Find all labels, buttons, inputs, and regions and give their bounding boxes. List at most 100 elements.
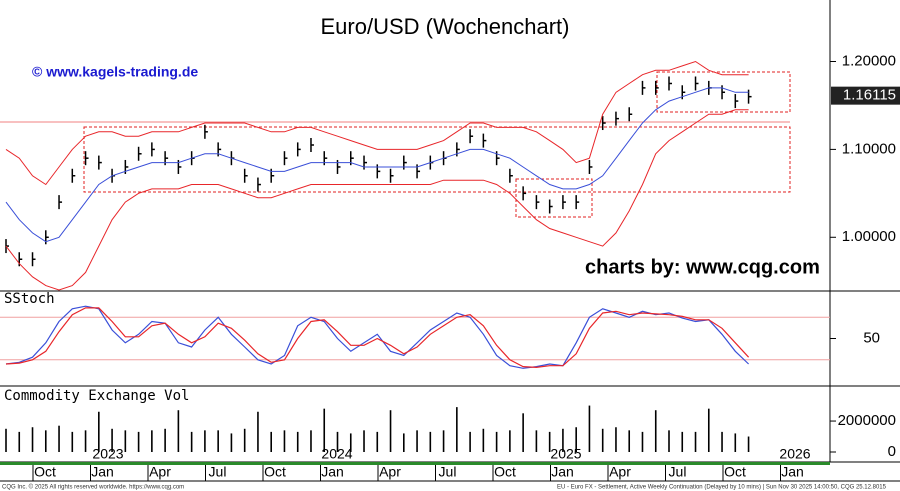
volume-bar xyxy=(456,407,458,452)
volume-bar xyxy=(389,410,392,452)
x-tick-label: Jul xyxy=(439,464,457,480)
volume-bar xyxy=(429,431,432,452)
volume-bar xyxy=(628,430,631,452)
volume-bar xyxy=(615,427,617,452)
volume-bar xyxy=(111,428,113,452)
footer-right: EU - Euro FX - Settlement, Active Weekly… xyxy=(557,485,887,491)
panel-title: SStoch xyxy=(4,291,55,307)
y-tick-label: 0 xyxy=(888,443,896,460)
volume-bar xyxy=(747,436,750,452)
x-tick-label: Apr xyxy=(609,464,631,480)
volume-bar xyxy=(44,430,47,452)
volume-bar xyxy=(522,413,524,452)
volume-bar xyxy=(707,408,710,452)
volume-bar xyxy=(376,431,379,452)
volume-bar xyxy=(349,433,352,452)
volume-bar xyxy=(84,430,87,452)
x-tick-label: Oct xyxy=(724,464,746,480)
volume-bar xyxy=(654,410,657,452)
volume-bar xyxy=(548,431,551,452)
volume-bar xyxy=(230,433,233,452)
session-strip xyxy=(0,462,830,465)
year-label: 2023 xyxy=(92,446,123,462)
volume-bar xyxy=(270,431,272,452)
volume-bar xyxy=(58,425,60,452)
y-tick-label: 1.00000 xyxy=(842,228,896,245)
stoch-line xyxy=(5,307,750,369)
volume-bar xyxy=(190,431,193,452)
band-line xyxy=(5,60,749,186)
panel-title: Commodity Exchange Vol xyxy=(4,388,189,404)
volume-bar xyxy=(509,430,511,452)
x-tick-label: Jan xyxy=(781,464,804,480)
volume-bar xyxy=(562,428,564,452)
x-tick-label: Apr xyxy=(149,464,171,480)
volume-bar xyxy=(98,411,100,452)
chart-title: Euro/USD (Wochenchart) xyxy=(320,14,569,39)
year-label: 2026 xyxy=(779,446,810,462)
volume-bar xyxy=(151,430,153,452)
x-tick-label: Oct xyxy=(494,464,516,480)
y-tick-label: 1.10000 xyxy=(842,140,896,157)
volume-bar xyxy=(217,430,219,452)
volume-bar xyxy=(442,430,445,452)
last-price-box xyxy=(831,86,900,105)
band-line xyxy=(5,87,749,243)
y-tick-label: 50 xyxy=(863,329,880,346)
x-tick-label: Oct xyxy=(34,464,56,480)
volume-bar xyxy=(31,427,34,452)
range-box xyxy=(515,178,593,218)
range-box xyxy=(83,126,791,193)
volume-bar xyxy=(164,428,166,452)
volume-bar xyxy=(137,431,140,452)
y-tick-label: 1.20000 xyxy=(842,52,896,69)
volume-bar xyxy=(535,430,538,452)
volume-bar xyxy=(296,431,299,452)
last-price-label: 1.16115 xyxy=(843,87,896,104)
x-tick-label: Jan xyxy=(91,464,114,480)
volume-bar xyxy=(310,430,312,452)
stoch-line xyxy=(5,305,750,369)
volume-bar xyxy=(495,431,498,452)
x-tick-label: Jul xyxy=(669,464,687,480)
x-tick-label: Oct xyxy=(264,464,286,480)
volume-bar xyxy=(694,431,697,452)
volume-bar xyxy=(482,428,485,452)
x-tick-label: Apr xyxy=(379,464,401,480)
x-tick-label: Jan xyxy=(321,464,344,480)
credit: charts by: www.cqg.com xyxy=(585,256,820,278)
volume-bar xyxy=(71,431,74,452)
volume-bar xyxy=(204,430,206,452)
volume-bar xyxy=(601,428,604,452)
volume-bar xyxy=(5,428,7,452)
x-tick-label: Jan xyxy=(551,464,574,480)
volume-bar xyxy=(283,430,286,452)
band-line xyxy=(5,109,749,291)
volume-bar xyxy=(575,427,577,452)
footer-left: CQG Inc. © 2025 All rights reserved worl… xyxy=(2,484,184,491)
volume-bar xyxy=(681,431,684,452)
volume-bar xyxy=(588,405,591,452)
volume-bar xyxy=(668,430,670,452)
x-tick-label: Jul xyxy=(209,464,227,480)
volume-bar xyxy=(641,431,644,452)
y-tick-label: 2000000 xyxy=(838,412,896,429)
volume-bar xyxy=(257,411,259,452)
volume-bar xyxy=(124,430,127,452)
year-label: 2024 xyxy=(321,446,352,462)
volume-bar xyxy=(721,431,723,452)
volume-bar xyxy=(403,433,405,452)
range-box xyxy=(656,71,791,113)
volume-bar xyxy=(323,408,326,452)
year-label: 2025 xyxy=(550,446,581,462)
volume-bar xyxy=(336,431,339,452)
volume-bar xyxy=(469,431,471,452)
volume-bar xyxy=(243,428,246,452)
volume-bar xyxy=(363,430,365,452)
volume-bar xyxy=(177,410,180,452)
volume-bar xyxy=(734,433,737,452)
volume-bar xyxy=(416,430,418,452)
watermark: © www.kagels-trading.de xyxy=(32,64,198,80)
